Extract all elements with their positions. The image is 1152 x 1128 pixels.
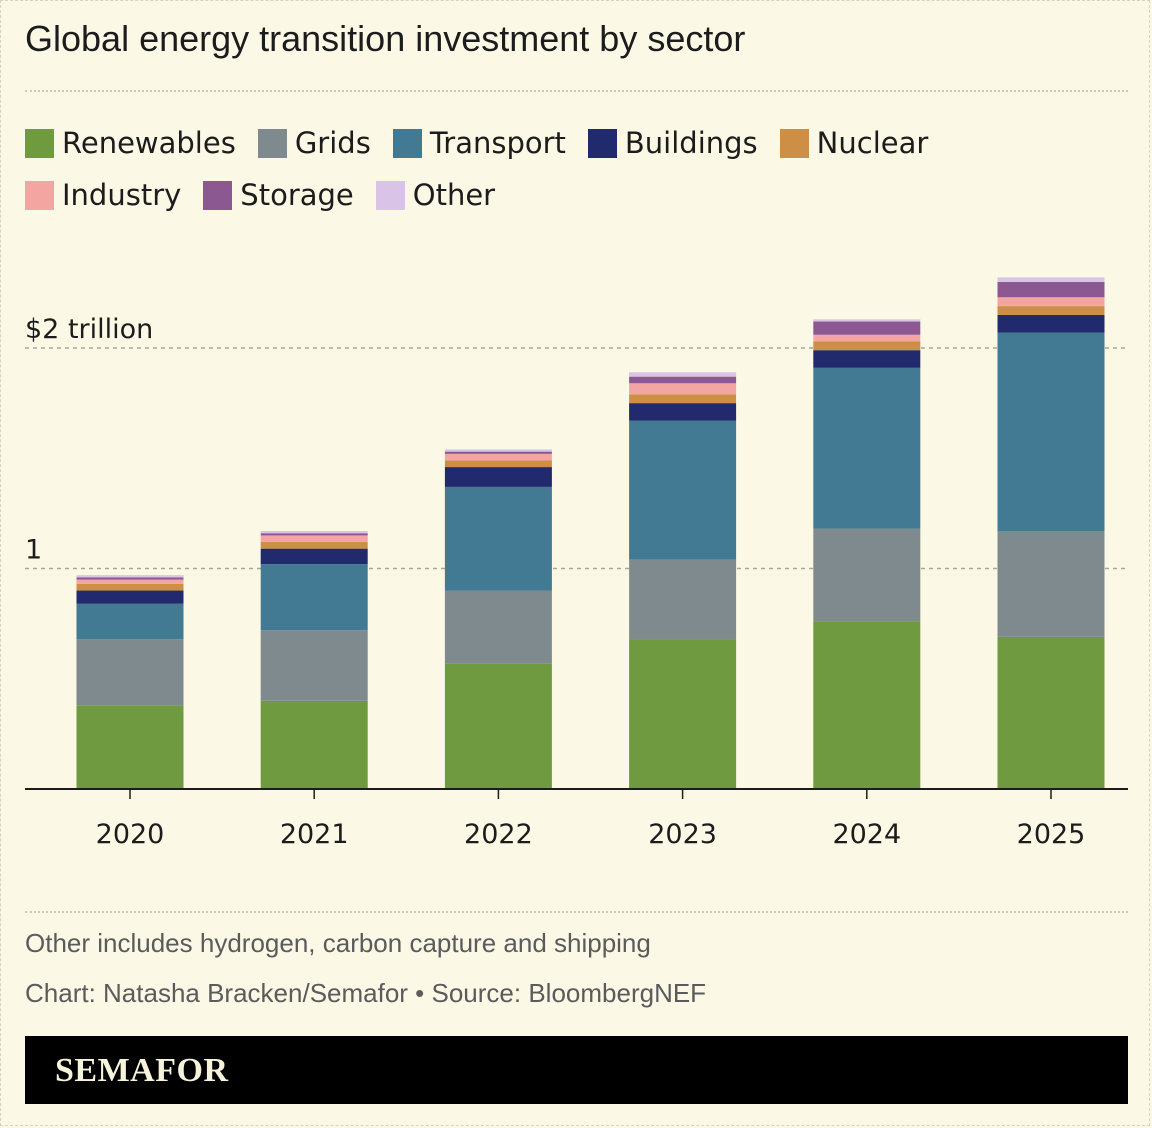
bar-storage-2020 bbox=[76, 577, 184, 580]
brand-logo: SEMAFOR bbox=[55, 1052, 229, 1089]
bar-transport-2023 bbox=[629, 420, 737, 560]
bar-nuclear-2024 bbox=[813, 341, 921, 351]
bar-other-2024 bbox=[813, 319, 921, 322]
y-tick-label: 1 bbox=[25, 535, 42, 566]
credit-line: Chart: Natasha Bracken/Semafor • Source:… bbox=[25, 978, 707, 1008]
bar-transport-2020 bbox=[76, 603, 184, 640]
bar-renewables-2021 bbox=[260, 700, 368, 789]
bar-grids-2024 bbox=[813, 528, 921, 622]
bar-renewables-2022 bbox=[444, 663, 552, 789]
x-tick-label: 2024 bbox=[832, 819, 901, 850]
legend-label: Storage bbox=[240, 178, 354, 212]
x-tick-label: 2025 bbox=[1017, 819, 1086, 850]
legend-swatch-storage bbox=[203, 180, 233, 210]
legend: Renewables Grids Transport Buildings Nuclear… bbox=[25, 125, 1128, 213]
legend-label: Industry bbox=[62, 178, 182, 212]
chart-title: Global energy transition investment by s… bbox=[25, 18, 746, 59]
legend-swatch-transport bbox=[392, 128, 422, 158]
bar-storage-2024 bbox=[813, 321, 921, 335]
bar-buildings-2023 bbox=[629, 403, 737, 421]
legend-item-grids: Grids bbox=[257, 125, 371, 161]
bar-industry-2023 bbox=[629, 383, 737, 395]
x-tick-label: 2022 bbox=[464, 819, 533, 850]
legend-label: Transport bbox=[429, 126, 566, 160]
x-tick-label: 2020 bbox=[96, 819, 165, 850]
legend-item-industry: Industry bbox=[25, 177, 181, 213]
bar-buildings-2022 bbox=[444, 467, 552, 487]
bar-industry-2022 bbox=[444, 453, 552, 461]
bar-grids-2022 bbox=[444, 590, 552, 664]
bar-buildings-2025 bbox=[997, 314, 1105, 333]
bar-other-2023 bbox=[629, 372, 737, 377]
bar-renewables-2024 bbox=[813, 621, 921, 789]
bar-buildings-2024 bbox=[813, 350, 921, 368]
legend-label: Renewables bbox=[62, 126, 236, 160]
legend-swatch-grids bbox=[257, 128, 287, 158]
legend-swatch-other bbox=[375, 180, 405, 210]
legend-item-nuclear: Nuclear bbox=[779, 125, 929, 161]
legend-item-other: Other bbox=[375, 177, 496, 213]
bar-other-2025 bbox=[997, 277, 1105, 282]
top-divider bbox=[25, 90, 1128, 92]
legend-swatch-nuclear bbox=[779, 128, 809, 158]
stacked-bar-chart: 1 $2 trillion 2020 2021 2022 2023 2024 2025 bbox=[25, 277, 1128, 850]
bar-transport-2022 bbox=[444, 486, 552, 591]
bar-buildings-2021 bbox=[260, 548, 368, 565]
bar-storage-2023 bbox=[629, 376, 737, 384]
bar-transport-2021 bbox=[260, 564, 368, 631]
legend-item-renewables: Renewables bbox=[25, 125, 236, 161]
bar-nuclear-2020 bbox=[76, 583, 184, 591]
bar-industry-2025 bbox=[997, 297, 1105, 307]
legend-item-storage: Storage bbox=[203, 177, 354, 213]
footnote: Other includes hydrogen, carbon capture … bbox=[25, 928, 651, 958]
bar-nuclear-2022 bbox=[444, 460, 552, 468]
bar-nuclear-2021 bbox=[260, 542, 368, 549]
legend-label: Nuclear bbox=[816, 126, 929, 160]
brand-bar: SEMAFOR bbox=[25, 1036, 1128, 1104]
bar-industry-2021 bbox=[260, 535, 368, 543]
legend-label: Grids bbox=[294, 126, 371, 160]
bar-transport-2025 bbox=[997, 332, 1105, 532]
legend-swatch-buildings bbox=[587, 128, 617, 158]
bar-grids-2020 bbox=[76, 639, 184, 706]
bar-transport-2024 bbox=[813, 367, 921, 529]
bar-other-2020 bbox=[76, 575, 184, 578]
bar-grids-2021 bbox=[260, 630, 368, 701]
bar-buildings-2020 bbox=[76, 590, 184, 604]
bar-storage-2022 bbox=[444, 451, 552, 454]
legend-item-transport: Transport bbox=[392, 125, 566, 161]
legend-swatch-industry bbox=[25, 180, 54, 210]
bar-nuclear-2025 bbox=[997, 306, 1105, 315]
bar-storage-2021 bbox=[260, 533, 368, 536]
x-tick-label: 2021 bbox=[280, 819, 349, 850]
bar-industry-2020 bbox=[76, 579, 184, 584]
x-tick-label: 2023 bbox=[648, 819, 717, 850]
legend-item-buildings: Buildings bbox=[587, 125, 758, 161]
bar-renewables-2025 bbox=[997, 636, 1105, 789]
bar-other-2022 bbox=[444, 449, 552, 452]
legend-swatch-renewables bbox=[25, 128, 54, 158]
legend-label: Buildings bbox=[624, 126, 758, 160]
bar-storage-2025 bbox=[997, 281, 1105, 298]
bar-industry-2024 bbox=[813, 334, 921, 342]
bar-renewables-2020 bbox=[76, 705, 184, 789]
bar-grids-2025 bbox=[997, 531, 1105, 637]
bar-other-2021 bbox=[260, 531, 368, 534]
bottom-divider bbox=[25, 911, 1128, 913]
legend-label: Other bbox=[412, 178, 496, 212]
y-tick-label: $2 trillion bbox=[25, 314, 153, 345]
bar-nuclear-2023 bbox=[629, 394, 737, 404]
bar-renewables-2023 bbox=[629, 639, 737, 789]
bar-grids-2023 bbox=[629, 559, 737, 640]
